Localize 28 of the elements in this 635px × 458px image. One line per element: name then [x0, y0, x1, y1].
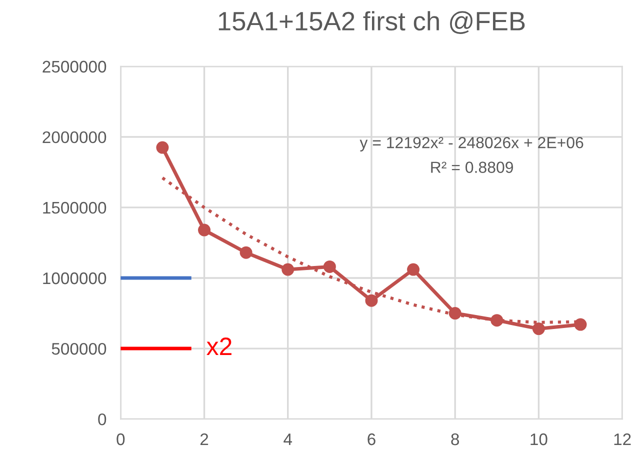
annotation: x2 — [206, 338, 232, 356]
x-tick-label: 0 — [116, 433, 125, 446]
point — [448, 307, 462, 320]
point — [323, 260, 336, 273]
point — [407, 263, 420, 276]
y-tick-label: 2000000 — [42, 131, 106, 144]
annotation: y = 12192x² - 248026x + 2E+06 — [360, 136, 584, 152]
point — [574, 318, 587, 331]
y-tick-label: 500000 — [52, 342, 106, 355]
y-tick-label: 0 — [98, 413, 106, 426]
point — [365, 294, 378, 307]
y-tick-label: 2500000 — [42, 60, 106, 73]
x-tick-label: 4 — [284, 434, 292, 446]
chart-title: 15A1+15A2 first ch @FEB — [218, 11, 525, 34]
x-tick-label: 10 — [530, 433, 548, 446]
x-tick-label: 8 — [451, 433, 459, 446]
point — [240, 246, 252, 259]
point — [156, 141, 169, 154]
y-tick-label: 1000000 — [43, 272, 106, 284]
point — [282, 263, 294, 276]
point — [198, 224, 211, 236]
annotation: R² = 0.8809 — [431, 162, 514, 173]
point — [532, 322, 545, 336]
y-tick-label: 1500000 — [43, 202, 106, 214]
x-tick-label: 2 — [200, 433, 208, 446]
x-tick-label: 12 — [614, 433, 631, 446]
point — [490, 314, 504, 327]
x-tick-label: 6 — [368, 433, 376, 446]
